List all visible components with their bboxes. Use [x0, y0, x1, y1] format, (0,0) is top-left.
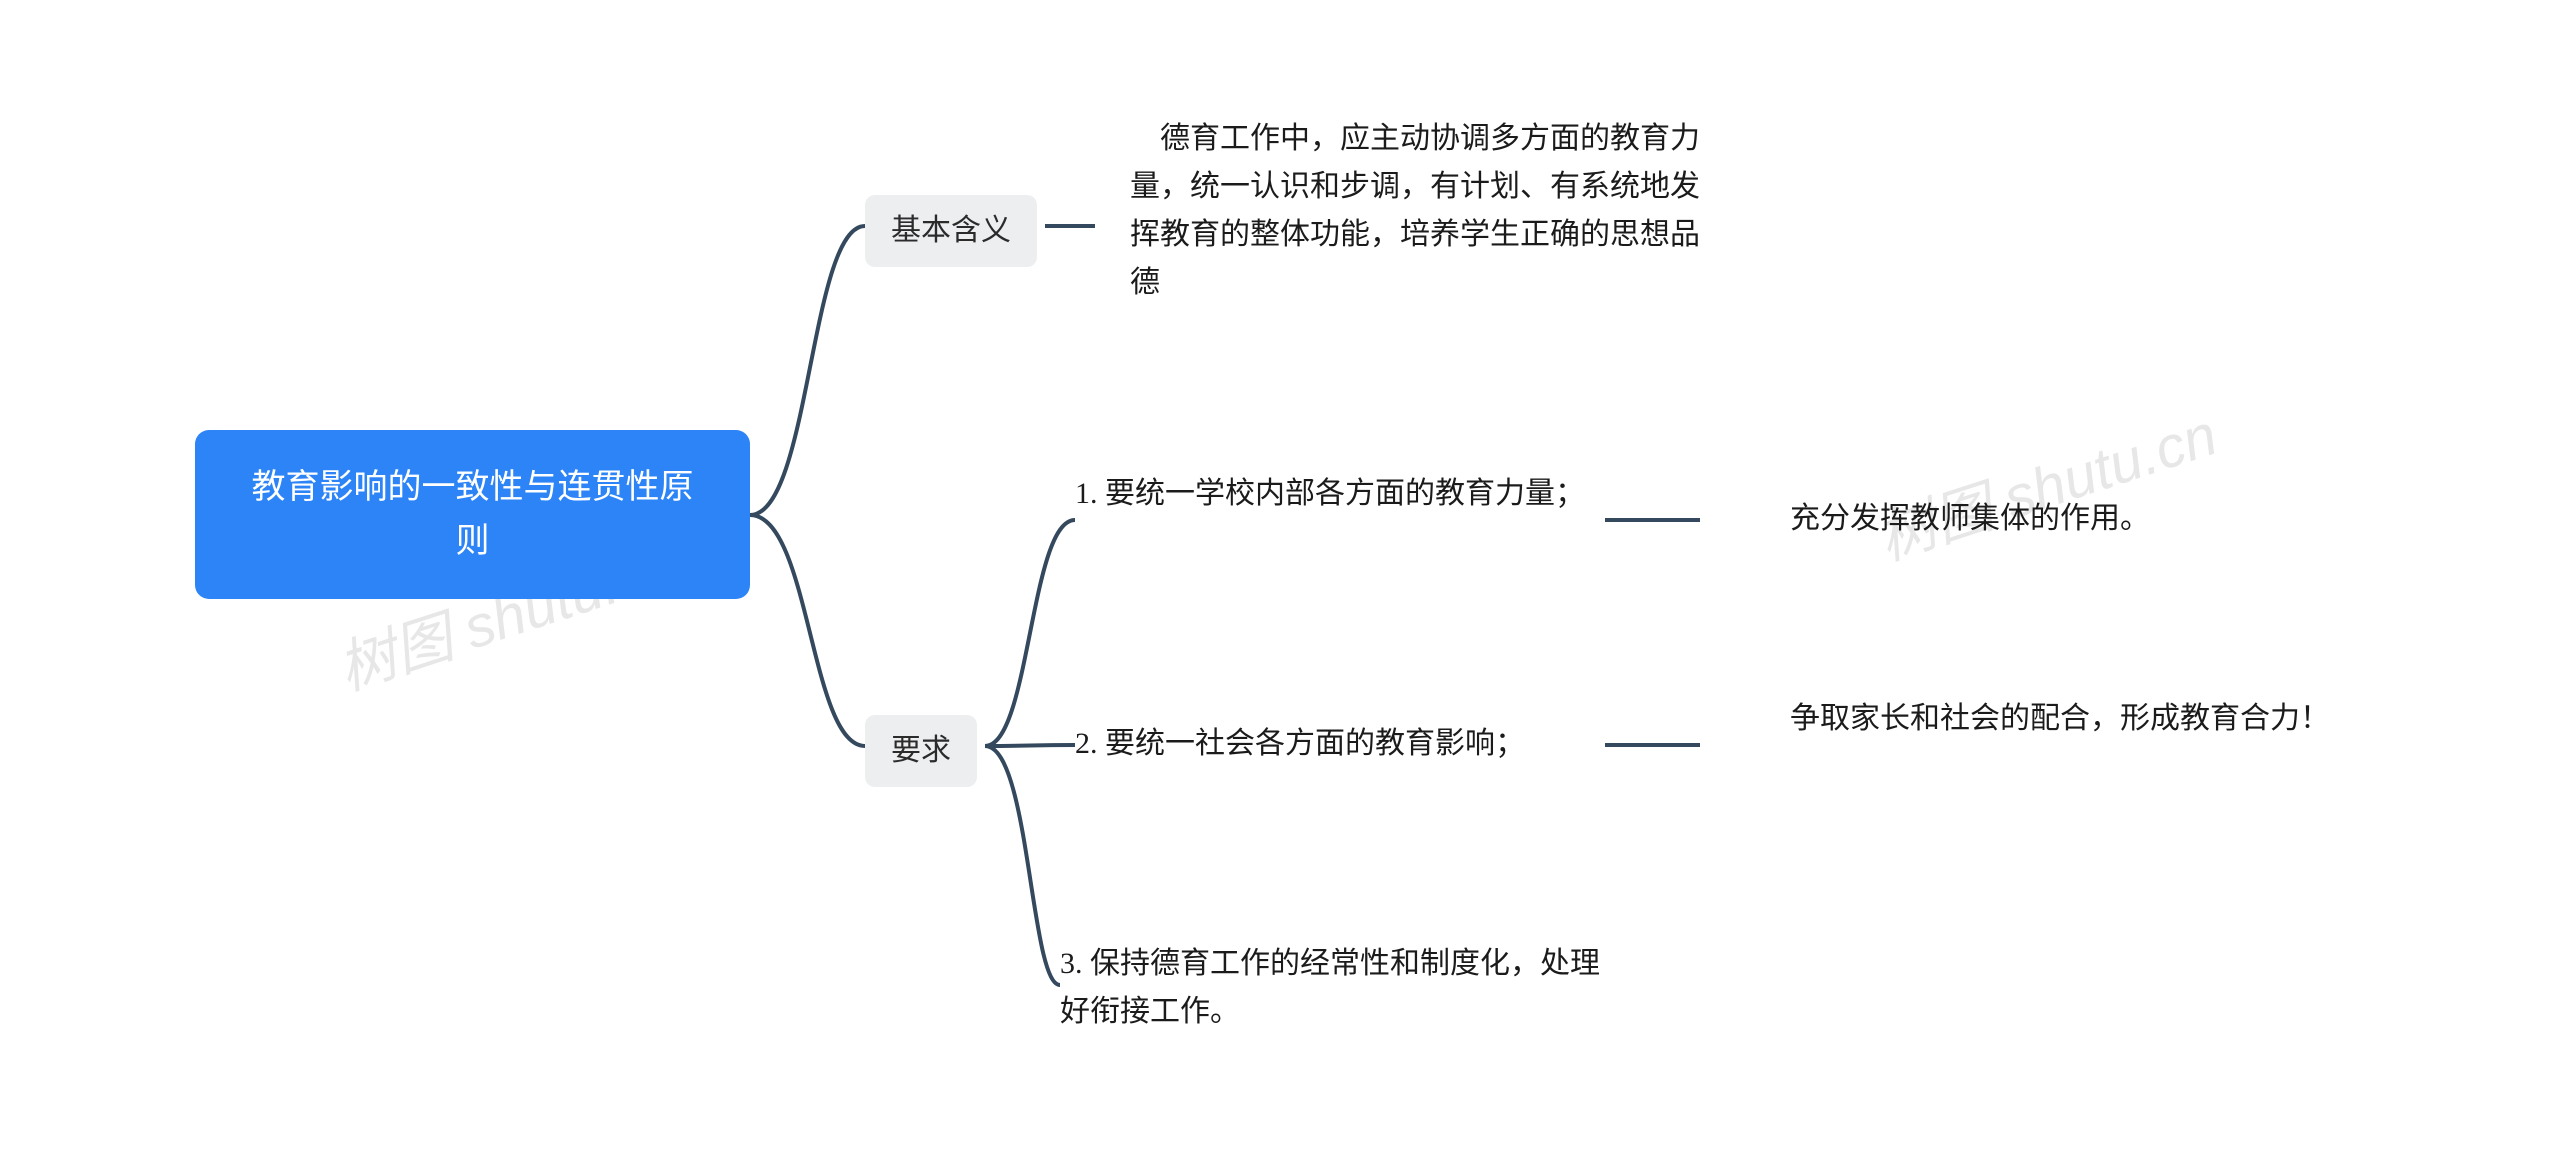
node-req-2-child-text: 争取家长和社会的配合，形成教育合力！ [1760, 695, 2330, 743]
node-req-1-child-text: 充分发挥教师集体的作用。 [1760, 495, 2150, 543]
node-meaning-desc: 德育工作中，应主动协调多方面的教育力量，统一认识和步调，有计划、有系统地发挥教育… [1130, 115, 1700, 307]
node-req-1-text: 1. 要统一学校内部各方面的教育力量； [1075, 470, 1585, 518]
node-req-1: 1. 要统一学校内部各方面的教育力量； [1075, 470, 1605, 518]
node-req-2: 2. 要统一社会各方面的教育影响； [1075, 720, 1605, 768]
node-meaning-label: 基本含义 [891, 207, 1011, 255]
root-label: 教育影响的一致性与连贯性原则 [235, 460, 710, 569]
node-req-3-text: 3. 保持德育工作的经常性和制度化，处理好衔接工作。 [1060, 940, 1620, 1036]
node-meaning[interactable]: 基本含义 [865, 195, 1037, 267]
node-req-1-child: 充分发挥教师集体的作用。 [1760, 495, 2210, 543]
node-meaning-desc-text: 德育工作中，应主动协调多方面的教育力量，统一认识和步调，有计划、有系统地发挥教育… [1130, 115, 1700, 307]
watermark: 树图 shutu.cn [1866, 388, 2226, 576]
node-req-2-child: 争取家长和社会的配合，形成教育合力！ [1760, 695, 2330, 743]
node-req-2-text: 2. 要统一社会各方面的教育影响； [1075, 720, 1525, 768]
node-requirements-label: 要求 [891, 727, 951, 775]
root-node[interactable]: 教育影响的一致性与连贯性原则 [195, 430, 750, 599]
node-requirements[interactable]: 要求 [865, 715, 977, 787]
node-req-3: 3. 保持德育工作的经常性和制度化，处理好衔接工作。 [1060, 940, 1620, 1036]
